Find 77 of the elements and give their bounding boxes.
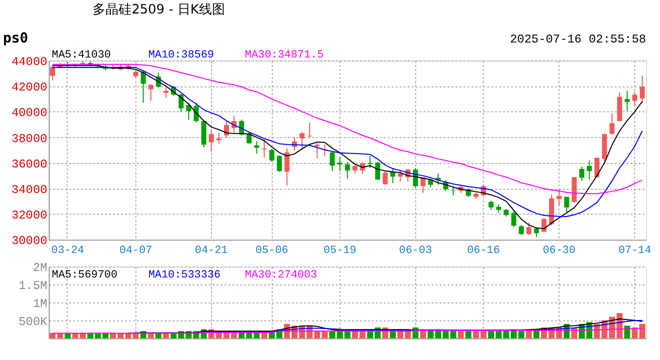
candlestick: [178, 93, 184, 112]
bar: [465, 331, 472, 338]
x-tick-label: 03-24: [51, 245, 85, 258]
candlestick: [224, 120, 229, 138]
candlestick: [269, 148, 274, 162]
bar: [624, 326, 630, 338]
y-tick-label: 40000: [11, 106, 48, 120]
candlestick: [542, 218, 546, 233]
chart-title: 多晶硅2509 - 日K线图: [92, 2, 225, 18]
text: MA30:274003: [244, 270, 318, 282]
text: MA5:569700: [52, 270, 118, 282]
line-series: [52, 64, 643, 194]
y-tick-label: 1.5M: [18, 278, 48, 293]
candlestick: [624, 90, 630, 112]
candlestick: [610, 112, 615, 136]
y-tick-label: 38000: [11, 132, 48, 146]
candlestick: [450, 186, 456, 196]
y-tick-label: 44000: [11, 54, 48, 69]
y-tick-label: 32000: [11, 208, 48, 223]
candlestick: [579, 166, 584, 182]
text: ps0: [2, 30, 28, 47]
x-tick-label: 07-14: [618, 245, 652, 258]
text: MA10:533336: [148, 270, 221, 282]
candlestick: [337, 157, 342, 172]
candlestick: [594, 157, 600, 178]
candlestick: [284, 148, 290, 186]
candlestick: [375, 162, 380, 181]
candlestick: [314, 142, 320, 159]
bar: [458, 331, 464, 338]
x-tick-label: 06-03: [399, 245, 432, 258]
candlestick: [194, 102, 199, 124]
candlestick: [556, 188, 562, 206]
candlestick: [526, 222, 532, 236]
bar: [639, 324, 646, 338]
candlestick: [344, 162, 350, 180]
candlestick: [330, 151, 335, 172]
candlestick: [307, 122, 312, 138]
x-tick-label: 04-07: [119, 245, 152, 258]
candlestick: [398, 169, 403, 182]
y-tick-label: 34000: [11, 182, 48, 197]
x-tick-label: 05-19: [323, 245, 356, 258]
candlestick: [276, 154, 282, 172]
y-tick-label: 2M: [32, 261, 48, 276]
candlestick: [564, 196, 570, 212]
candlestick: [382, 170, 388, 186]
candlestick: [640, 75, 645, 104]
candlestick: [186, 102, 192, 121]
candlestick: [254, 141, 260, 154]
candlestick: [262, 138, 267, 158]
text: MA30:34871.5: [244, 50, 324, 62]
y-tick-label: 42000: [11, 80, 48, 95]
x-tick-label: 05-06: [255, 245, 288, 258]
candlestick: [163, 86, 168, 98]
y-tick-label: 1M: [32, 296, 48, 311]
bar: [450, 331, 456, 338]
series-label: MA5:41030: [52, 50, 111, 62]
bar: [518, 331, 524, 338]
candlestick: [300, 131, 305, 150]
candlestick: [632, 91, 638, 106]
x-tick-label: 04-21: [194, 245, 228, 258]
y-tick-label: 500K: [18, 314, 48, 329]
candlestick: [488, 200, 494, 210]
candlestick: [140, 70, 146, 104]
candlestick: [586, 160, 592, 180]
candlestick: [148, 84, 154, 102]
x-tick-label: 06-30: [542, 245, 576, 258]
y-tick-label: 30000: [11, 234, 48, 248]
candlestick: [208, 130, 214, 152]
series-label: MA10:38569: [148, 50, 214, 62]
candlestick: [201, 120, 206, 148]
text: 2025-07-16 02:55:58: [510, 32, 646, 47]
candlestick: [216, 132, 222, 144]
candlestick: [518, 224, 524, 236]
x-tick-label: 06-16: [467, 245, 500, 258]
y-tick-label: 36000: [11, 157, 48, 172]
candlestick: [50, 64, 56, 81]
candlestick: [368, 155, 373, 169]
